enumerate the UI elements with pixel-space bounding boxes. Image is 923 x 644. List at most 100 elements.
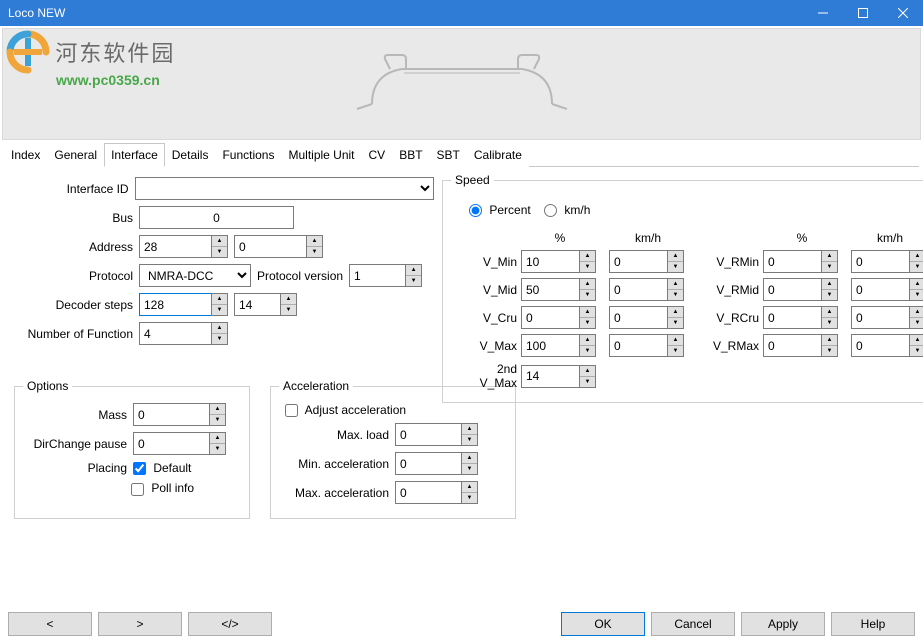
- speed-v_rmin-pct-input[interactable]: [763, 250, 821, 273]
- speed-v_min-pct-spinner[interactable]: ▲▼: [579, 250, 596, 273]
- bus-input[interactable]: [139, 206, 294, 229]
- tab-cv[interactable]: CV: [362, 143, 393, 167]
- num-func-input[interactable]: [139, 322, 211, 345]
- dirchange-input[interactable]: [133, 432, 209, 455]
- decoder-steps2-input[interactable]: [234, 293, 280, 316]
- speed-v_cru-pct-spinner[interactable]: ▲▼: [579, 306, 596, 329]
- tab-index[interactable]: Index: [4, 143, 47, 167]
- speed-v_rcru-label: V_RCru: [707, 311, 763, 325]
- default-checkbox[interactable]: Default: [133, 461, 191, 475]
- prev-button[interactable]: <: [8, 612, 92, 636]
- address2-input[interactable]: [234, 235, 306, 258]
- tab-calibrate[interactable]: Calibrate: [467, 143, 529, 167]
- mass-input[interactable]: [133, 403, 209, 426]
- speed-v_max-kmh-spinner[interactable]: ▲▼: [667, 334, 684, 357]
- address1-spinner[interactable]: ▲▼: [211, 235, 228, 258]
- speed-v_min-kmh-spinner[interactable]: ▲▼: [667, 250, 684, 273]
- apply-button[interactable]: Apply: [741, 612, 825, 636]
- address2-spinner[interactable]: ▲▼: [306, 235, 323, 258]
- tab-content-interface: Interface ID Bus Address ▲▼ ▲▼ Protocol …: [0, 167, 923, 595]
- pollinfo-checkbox[interactable]: Poll info: [131, 481, 194, 495]
- protocol-version-input[interactable]: [349, 264, 405, 287]
- minacc-spinner[interactable]: ▲▼: [461, 452, 478, 475]
- speed-v_min-kmh-input[interactable]: [609, 250, 667, 273]
- speed-v_rmid-kmh-input[interactable]: [851, 278, 909, 301]
- tab-functions[interactable]: Functions: [215, 143, 281, 167]
- speed-v_rmid-kmh-spinner[interactable]: ▲▼: [909, 278, 923, 301]
- next-button[interactable]: >: [98, 612, 182, 636]
- speed-2ndvmax-label: 2nd V_Max: [461, 362, 521, 390]
- maxload-spinner[interactable]: ▲▼: [461, 423, 478, 446]
- num-func-spinner[interactable]: ▲▼: [211, 322, 228, 345]
- speed-2ndvmax-input[interactable]: [521, 365, 579, 388]
- interface-id-select[interactable]: [135, 177, 434, 200]
- speed-v_rmid-pct-input[interactable]: [763, 278, 821, 301]
- maxacc-spinner[interactable]: ▲▼: [461, 481, 478, 504]
- mass-spinner[interactable]: ▲▼: [209, 403, 226, 426]
- speed-2ndvmax-spinner[interactable]: ▲▼: [579, 365, 596, 388]
- ok-button[interactable]: OK: [561, 612, 645, 636]
- tab-multiple-unit[interactable]: Multiple Unit: [281, 143, 361, 167]
- decoder-steps1-spinner[interactable]: ▲▼: [211, 293, 228, 316]
- decoder-steps1-input[interactable]: [139, 293, 211, 316]
- code-button[interactable]: </>: [188, 612, 272, 636]
- unit-percent-radio[interactable]: Percent: [469, 203, 531, 217]
- minimize-button[interactable]: [803, 0, 843, 26]
- dirchange-spinner[interactable]: ▲▼: [209, 432, 226, 455]
- speed-v_rmax-label: V_RMax: [707, 339, 763, 353]
- speed-v_cru-pct-input[interactable]: [521, 306, 579, 329]
- speed-v_rmax-kmh-input[interactable]: [851, 334, 909, 357]
- speed-v_mid-pct-input[interactable]: [521, 278, 579, 301]
- speed-v_rmid-pct-spinner[interactable]: ▲▼: [821, 278, 838, 301]
- speed-v_rcru-kmh-spinner[interactable]: ▲▼: [909, 306, 923, 329]
- decoder-steps2-spinner[interactable]: ▲▼: [280, 293, 297, 316]
- speed-v_rmin-kmh-spinner[interactable]: ▲▼: [909, 250, 923, 273]
- maxacc-label: Max. acceleration: [279, 486, 395, 500]
- mass-label: Mass: [23, 408, 133, 422]
- cancel-button[interactable]: Cancel: [651, 612, 735, 636]
- speed-v_rmax-pct-spinner[interactable]: ▲▼: [821, 334, 838, 357]
- speed-v_rmid-label: V_RMid: [707, 283, 763, 297]
- speed-v_mid-kmh-spinner[interactable]: ▲▼: [667, 278, 684, 301]
- address1-input[interactable]: [139, 235, 211, 258]
- minacc-input[interactable]: [395, 452, 461, 475]
- tab-interface[interactable]: Interface: [104, 143, 165, 167]
- speed-v_max-pct-input[interactable]: [521, 334, 579, 357]
- tab-sbt[interactable]: SBT: [430, 143, 467, 167]
- adjust-accel-checkbox[interactable]: Adjust acceleration: [285, 403, 406, 417]
- speed-v_cru-label: V_Cru: [461, 311, 521, 325]
- protocol-select[interactable]: NMRA-DCC: [139, 264, 251, 287]
- titlebar: Loco NEW: [0, 0, 923, 26]
- maximize-button[interactable]: [843, 0, 883, 26]
- speed-v_rmax-kmh-spinner[interactable]: ▲▼: [909, 334, 923, 357]
- maxload-input[interactable]: [395, 423, 461, 446]
- speed-v_mid-kmh-input[interactable]: [609, 278, 667, 301]
- speed-v_cru-kmh-input[interactable]: [609, 306, 667, 329]
- window-title: Loco NEW: [8, 6, 803, 20]
- speed-v_max-pct-spinner[interactable]: ▲▼: [579, 334, 596, 357]
- protocol-version-label: Protocol version: [251, 269, 349, 283]
- speed-v_cru-kmh-spinner[interactable]: ▲▼: [667, 306, 684, 329]
- speed-v_mid-label: V_Mid: [461, 283, 521, 297]
- speed-v_mid-pct-spinner[interactable]: ▲▼: [579, 278, 596, 301]
- unit-kmh-radio[interactable]: km/h: [544, 203, 590, 217]
- speed-v_rmin-pct-spinner[interactable]: ▲▼: [821, 250, 838, 273]
- speed-v_rmin-label: V_RMin: [707, 255, 763, 269]
- speed-v_rmin-kmh-input[interactable]: [851, 250, 909, 273]
- speed-v_max-label: V_Max: [461, 339, 521, 353]
- tab-bbt[interactable]: BBT: [392, 143, 429, 167]
- speed-v_rcru-kmh-input[interactable]: [851, 306, 909, 329]
- speed-v_rcru-pct-spinner[interactable]: ▲▼: [821, 306, 838, 329]
- speed-v_rmax-pct-input[interactable]: [763, 334, 821, 357]
- options-groupbox: Options Mass ▲▼ DirChange pause ▲▼ Placi…: [14, 379, 250, 519]
- maxacc-input[interactable]: [395, 481, 461, 504]
- protocol-version-spinner[interactable]: ▲▼: [405, 264, 422, 287]
- close-button[interactable]: [883, 0, 923, 26]
- tab-details[interactable]: Details: [165, 143, 216, 167]
- help-button[interactable]: Help: [831, 612, 915, 636]
- tab-general[interactable]: General: [47, 143, 104, 167]
- speed-v_min-pct-input[interactable]: [521, 250, 579, 273]
- num-func-label: Number of Function: [14, 327, 139, 341]
- speed-v_max-kmh-input[interactable]: [609, 334, 667, 357]
- speed-v_rcru-pct-input[interactable]: [763, 306, 821, 329]
